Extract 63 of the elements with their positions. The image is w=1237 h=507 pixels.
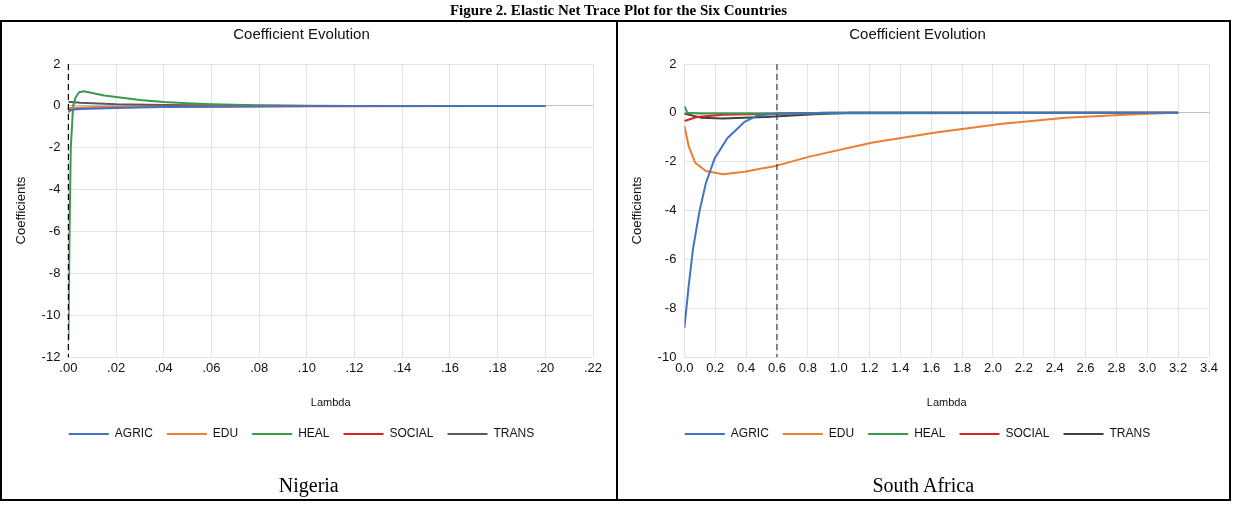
legend-label: HEAL: [298, 426, 330, 441]
y-tick-label: -2: [664, 153, 676, 169]
x-tick-label: 2.2: [1014, 359, 1033, 375]
x-axis-title: Lambda: [310, 396, 352, 409]
x-tick-label: 1.4: [890, 359, 909, 375]
legend-label: EDU: [828, 426, 854, 441]
y-tick-label: 0: [53, 97, 61, 113]
chart-title: Coefficient Evolution: [848, 25, 986, 43]
legend-label: AGRIC: [114, 426, 154, 441]
y-tick-label: -2: [48, 139, 61, 155]
x-tick-label: .18: [488, 359, 507, 375]
legend-label: TRANS: [1109, 426, 1150, 441]
caption: Figure 2. Elastic Net Trace Plot for the Six Countries: [448, 1, 789, 20]
x-axis-title: Lambda: [926, 396, 967, 409]
x-tick-label: .20: [536, 359, 555, 375]
x-tick-label: 2.8: [1106, 359, 1125, 375]
y-axis-title: Coefficients: [628, 176, 644, 245]
y-tick-label: 2: [53, 55, 61, 71]
x-tick-label: 1.0: [829, 359, 848, 375]
x-tick-label: 2.0: [983, 359, 1002, 375]
legend-label: TRANS: [493, 426, 535, 441]
x-tick-label: 0.2: [705, 359, 724, 375]
x-tick-label: .16: [440, 359, 459, 375]
legend-label: AGRIC: [730, 426, 769, 441]
y-tick-label: -8: [48, 265, 61, 281]
x-tick-label: .04: [154, 359, 173, 375]
y-tick-label: -10: [41, 306, 61, 322]
text: Nigeria: [277, 474, 340, 497]
y-tick-label: -4: [48, 181, 61, 197]
x-tick-label: 3.2: [1168, 359, 1187, 375]
x-tick-label: .02: [107, 359, 126, 375]
x-tick-label: .12: [345, 359, 364, 375]
x-tick-label: 0.4: [736, 359, 755, 375]
x-tick-label: .08: [250, 359, 269, 375]
x-tick-label: .06: [202, 359, 221, 375]
x-tick-label: .00: [59, 359, 78, 375]
legend-label: SOCIAL: [389, 426, 434, 441]
x-tick-label: 3.4: [1199, 359, 1218, 375]
chart-title: Coefficient Evolution: [233, 25, 370, 43]
x-tick-label: 2.4: [1045, 359, 1064, 375]
y-axis-title: Coefficients: [13, 176, 29, 245]
x-tick-label: 1.2: [860, 359, 879, 375]
x-tick-label: 3.0: [1137, 359, 1156, 375]
legend-label: HEAL: [913, 426, 946, 441]
y-tick-label: 2: [668, 55, 676, 71]
legend-label: EDU: [212, 426, 239, 441]
y-tick-label: -12: [41, 348, 61, 364]
y-tick-label: -6: [48, 223, 61, 239]
x-tick-label: 1.8: [952, 359, 971, 375]
y-tick-label: -6: [664, 251, 676, 267]
text: South Africa: [871, 474, 976, 497]
y-tick-label: -8: [664, 299, 676, 315]
x-tick-label: 2.6: [1076, 359, 1095, 375]
x-tick-label: .10: [297, 359, 316, 375]
x-tick-label: 0.8: [798, 359, 817, 375]
x-tick-label: .14: [393, 359, 412, 375]
x-tick-label: 0.6: [767, 359, 786, 375]
x-tick-label: 1.6: [921, 359, 940, 375]
y-tick-label: -10: [657, 348, 676, 364]
legend-label: SOCIAL: [1005, 426, 1050, 441]
y-tick-label: 0: [668, 104, 676, 120]
y-tick-label: -4: [664, 202, 676, 218]
x-tick-label: .22: [583, 359, 603, 375]
